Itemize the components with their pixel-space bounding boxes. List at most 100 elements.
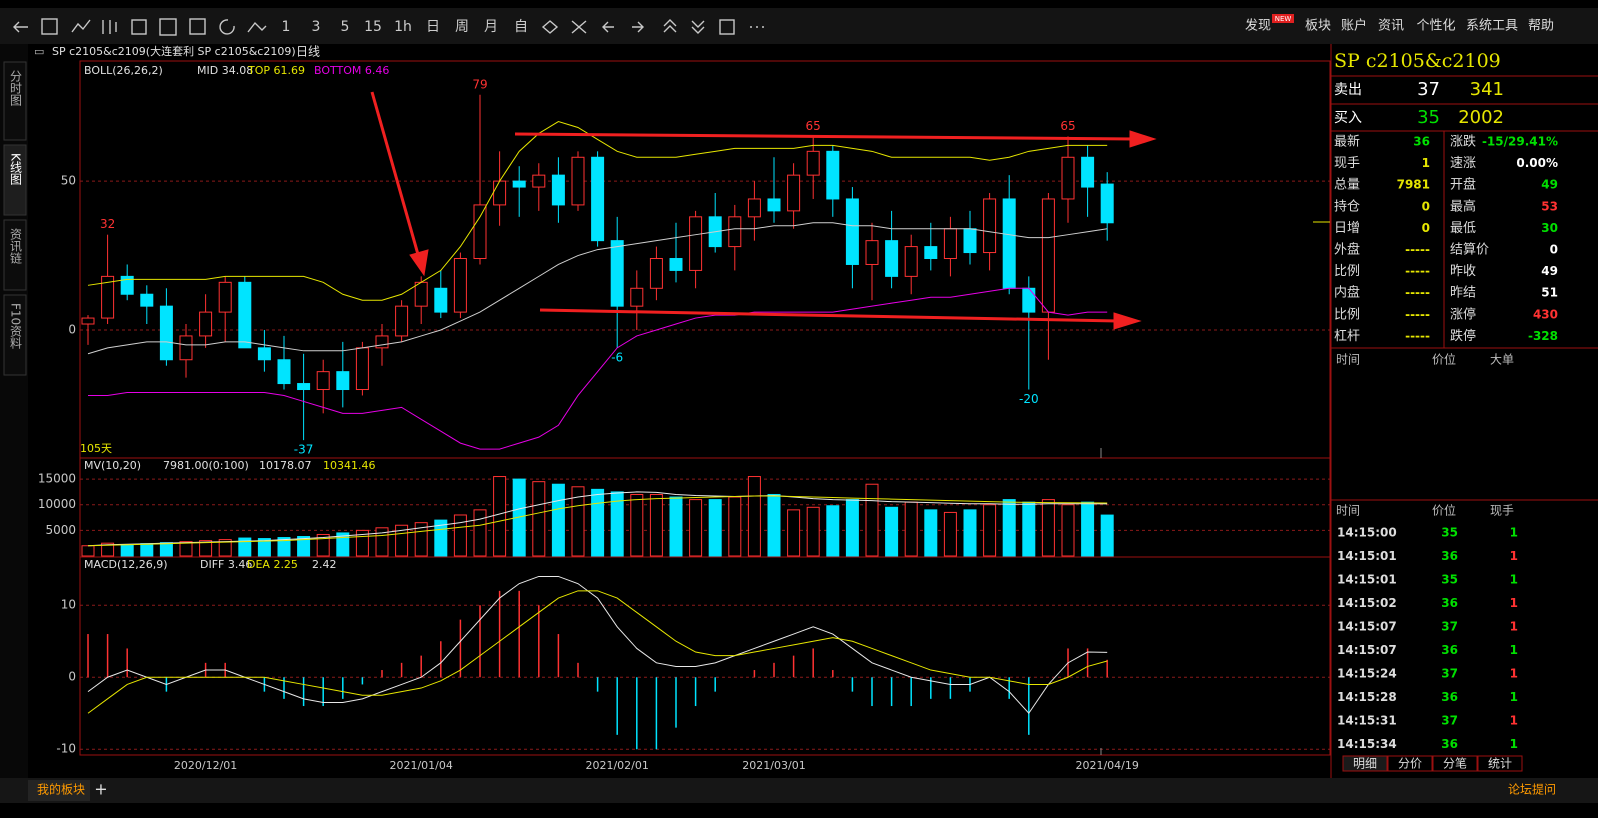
menu-item[interactable]: 板块: [1305, 19, 1331, 34]
trade-time: 14:15:31: [1337, 714, 1397, 728]
col-header: 时间: [1336, 504, 1360, 518]
left-tab-bg[interactable]: [3, 294, 27, 376]
menu-item[interactable]: 发现: [1245, 18, 1271, 34]
quote-value: -----: [1405, 243, 1430, 257]
my-board-tab[interactable]: 我的板块: [37, 782, 85, 797]
quote-label: 最高: [1450, 198, 1476, 214]
volume-bar: [316, 533, 330, 557]
forum-link[interactable]: 论坛提问: [1508, 782, 1556, 797]
trade-qty: 1: [1510, 596, 1518, 610]
volume-bar: [963, 509, 977, 557]
right-tab-bg[interactable]: [1342, 755, 1388, 772]
period-button[interactable]: 月: [484, 19, 498, 35]
menu-item[interactable]: 账户: [1341, 18, 1367, 34]
period-button[interactable]: 1h: [394, 19, 412, 35]
period-button[interactable]: 自: [514, 19, 528, 35]
candle-body: [943, 228, 957, 260]
quote-value: -----: [1405, 286, 1430, 300]
buy-price: 35: [1417, 107, 1440, 128]
left-tab[interactable]: F10资料: [9, 303, 23, 349]
left-tab[interactable]: 分时图: [9, 70, 23, 106]
period-button[interactable]: 3: [312, 19, 321, 35]
zoom-icon: [541, 20, 559, 34]
quote-value: 53: [1541, 199, 1558, 213]
trade-qty: 1: [1510, 643, 1518, 657]
new-badge: NEW: [1275, 15, 1292, 23]
right-tab-bg[interactable]: [1387, 755, 1433, 772]
period-button[interactable]: 5: [341, 19, 350, 35]
menu-item[interactable]: 帮助: [1528, 19, 1554, 34]
right-tab-bg[interactable]: [1432, 755, 1478, 772]
left-tab-bg[interactable]: [3, 219, 27, 291]
quote-label: 结算价: [1450, 243, 1489, 258]
quote-value: -328: [1528, 329, 1558, 343]
new-badge-bg: [1272, 14, 1294, 23]
indicator-line: [87, 491, 1108, 547]
candle-body: [689, 216, 703, 271]
right-tab[interactable]: 明细: [1353, 757, 1377, 771]
left-tab[interactable]: 资讯链: [9, 228, 23, 264]
arrow-head: [409, 249, 429, 277]
legend-item: DIFF 3.46: [200, 558, 252, 571]
left-tab[interactable]: K线图: [9, 153, 23, 185]
sell-volume: 341: [1470, 79, 1504, 100]
low-label: -20: [1019, 392, 1039, 406]
add-tab[interactable]: +: [94, 780, 107, 799]
indicator-line: [87, 121, 1108, 301]
legend-item: MID 34.08: [197, 64, 253, 77]
symbol-name: SP c2105&c2109(大连套利 SP c2105&c2109): [52, 44, 296, 58]
indicator-line: [87, 495, 1108, 547]
trade-price: 36: [1441, 549, 1458, 563]
right-tab-bg[interactable]: [1477, 755, 1523, 772]
candle-body: [747, 198, 761, 218]
quote-label: 涨跌: [1450, 134, 1476, 150]
period-button[interactable]: 15: [364, 19, 382, 35]
candle-body: [414, 281, 428, 307]
volume-bar: [81, 545, 95, 557]
sell-price: 37: [1417, 79, 1440, 100]
menu-item[interactable]: 资讯: [1378, 19, 1404, 34]
quote-value: 7981: [1397, 178, 1430, 192]
volume-bar: [140, 543, 154, 557]
high-label: 65: [806, 119, 821, 133]
col-header: 大单: [1490, 353, 1514, 367]
right-tab[interactable]: 分价: [1398, 757, 1422, 771]
grid-icon: [131, 19, 147, 35]
candle-body: [453, 258, 467, 313]
period-button[interactable]: 日: [426, 19, 440, 35]
volume-bar: [101, 542, 115, 557]
legend-item: TOP 61.69: [247, 64, 305, 77]
volume-bar: [865, 483, 879, 557]
quote-label: 速涨: [1450, 156, 1476, 171]
candle-body: [767, 198, 781, 212]
tab-bg[interactable]: [28, 780, 90, 801]
menu-item[interactable]: 系统工具: [1466, 19, 1518, 34]
volume-bar: [238, 537, 252, 557]
candle-body: [277, 359, 291, 385]
candle-body: [1100, 183, 1114, 224]
period-button[interactable]: 1: [282, 19, 291, 35]
right-tab[interactable]: 统计: [1488, 757, 1512, 771]
trade-qty: 1: [1510, 549, 1518, 563]
legend-item: 7981.00(0:100): [163, 459, 249, 472]
quote-label: 比例: [1334, 264, 1360, 279]
period-button[interactable]: 周: [455, 19, 469, 35]
volume-bar: [904, 501, 918, 557]
period-label: 日线: [296, 45, 320, 59]
legend-item: BOLL(26,26,2): [84, 64, 163, 77]
volume-bar: [1002, 499, 1016, 557]
candle-body: [845, 198, 859, 265]
candle-body: [669, 258, 683, 271]
trade-time: 14:15:00: [1337, 526, 1397, 540]
quote-value: 430: [1533, 307, 1558, 321]
candle-body: [512, 180, 526, 188]
arrow-shaft: [370, 91, 421, 259]
menu-item[interactable]: 个性化: [1416, 19, 1455, 34]
indicator-line: [87, 575, 1108, 715]
quote-value: 49: [1541, 178, 1558, 192]
x-tick-label: 2021/03/01: [742, 759, 805, 772]
left-tab-bg[interactable]: [3, 61, 27, 141]
left-tab-bg[interactable]: [3, 144, 27, 216]
right-tab[interactable]: 分笔: [1443, 756, 1467, 771]
